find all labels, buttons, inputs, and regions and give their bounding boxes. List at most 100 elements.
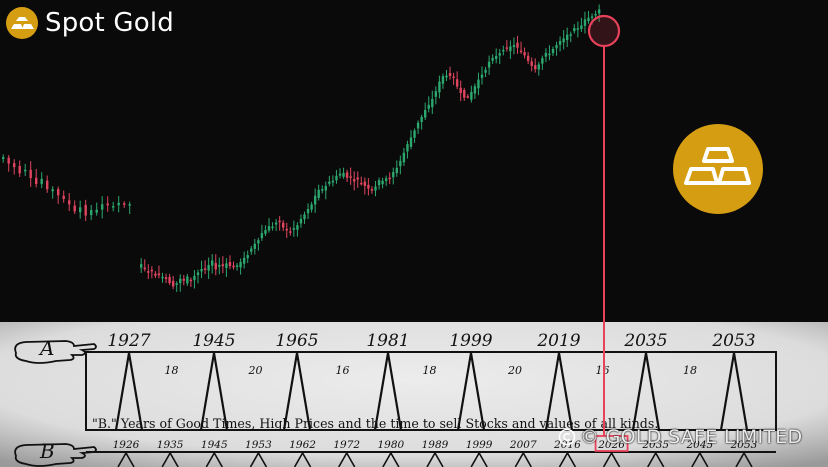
row-label: B [39, 439, 55, 463]
candle [580, 17, 583, 33]
cycle-peak-b [602, 451, 621, 467]
candle [171, 275, 175, 290]
candle [427, 96, 430, 113]
paper-background [0, 322, 828, 467]
candle [106, 196, 109, 212]
candle [46, 175, 49, 193]
cycle-year-b: 1980 [377, 439, 404, 451]
candle [95, 202, 98, 216]
candle [384, 175, 388, 186]
candle [526, 52, 530, 65]
header: Spot Gold [6, 4, 174, 42]
cycle-peak-a [631, 352, 661, 431]
candle [292, 220, 296, 237]
candle [551, 46, 555, 57]
candle [168, 273, 171, 286]
cycle-year-b: 1953 [245, 439, 272, 451]
candle [123, 201, 126, 208]
cycle-peak-b [691, 451, 709, 467]
candle [502, 45, 505, 56]
candle [175, 281, 178, 292]
candle [583, 11, 587, 34]
cycle-year-a: 2053 [711, 331, 755, 351]
candle [299, 214, 303, 228]
cycle-peak-b [249, 451, 268, 467]
row-label: A [38, 336, 54, 360]
candle [406, 140, 409, 159]
candle [2, 154, 5, 163]
candle [285, 222, 288, 238]
cycle-year-a: 1945 [192, 331, 235, 351]
cycle-peak-b [205, 451, 223, 467]
candle [523, 47, 526, 59]
candle [296, 222, 299, 237]
watermark: © GOLD SAFE LIMITED [558, 426, 802, 448]
candle [534, 58, 537, 73]
cycle-year-b: 1972 [333, 439, 360, 451]
candle [424, 102, 427, 121]
candle [377, 177, 381, 190]
candle [587, 10, 590, 24]
candle [420, 114, 423, 130]
candle [51, 186, 54, 199]
cycle-peak-b [514, 451, 532, 467]
candle [566, 27, 569, 48]
candle [157, 265, 161, 279]
candle [569, 31, 572, 43]
candle [360, 176, 363, 186]
candle [62, 190, 65, 203]
candle [487, 55, 491, 75]
candle [203, 260, 207, 275]
candle [235, 263, 239, 271]
candle [573, 24, 576, 34]
candle [147, 264, 150, 280]
candle [473, 83, 477, 99]
cycle-year-a: 2035 [623, 331, 667, 351]
candle [282, 220, 285, 232]
cycle-year-b: 2007 [509, 439, 537, 451]
candle [491, 54, 494, 64]
cycle-interval: 16 [596, 364, 610, 377]
cycle-chart: A B 1927 1945 1965 1981 1999 2019 2035 2053 18 20 16… [0, 322, 828, 467]
candle [431, 90, 434, 115]
candle [303, 211, 306, 224]
candle [200, 260, 203, 279]
cycle-year-b: 1945 [201, 439, 228, 451]
candle [367, 178, 370, 196]
candle [289, 227, 292, 236]
cycle-peak-b [647, 451, 665, 467]
candle [338, 168, 342, 179]
candle [530, 57, 533, 72]
candle [317, 184, 320, 201]
candle [370, 186, 374, 194]
copyright-icon [558, 428, 576, 446]
candle [448, 66, 452, 80]
candle [267, 218, 271, 233]
watermark-text: © GOLD SAFE LIMITED [580, 426, 803, 448]
cycle-year-b: 2035 [641, 439, 669, 451]
cycle-year-a: 1965 [275, 331, 318, 351]
cycle-peak-b [382, 451, 400, 467]
candle [150, 266, 154, 279]
cycle-interval: 16 [336, 364, 350, 377]
candle [218, 257, 221, 275]
candle [79, 200, 82, 219]
candle [68, 193, 71, 211]
candle [24, 163, 27, 176]
candle [239, 258, 242, 275]
candle [349, 167, 352, 185]
row-b-caption: "B." Years of Good Times, High Prices an… [92, 416, 658, 431]
candle [541, 55, 544, 70]
candle [445, 69, 448, 82]
cycle-year-b: 2026 [597, 439, 625, 451]
candle [306, 203, 310, 219]
candle [73, 200, 76, 215]
candle [250, 245, 253, 255]
candle [328, 175, 331, 187]
candle [331, 175, 335, 187]
candle [555, 41, 558, 56]
candle [228, 255, 232, 270]
candle [395, 160, 398, 177]
candle [416, 120, 420, 134]
cycle-year-b: 2045 [685, 439, 713, 451]
